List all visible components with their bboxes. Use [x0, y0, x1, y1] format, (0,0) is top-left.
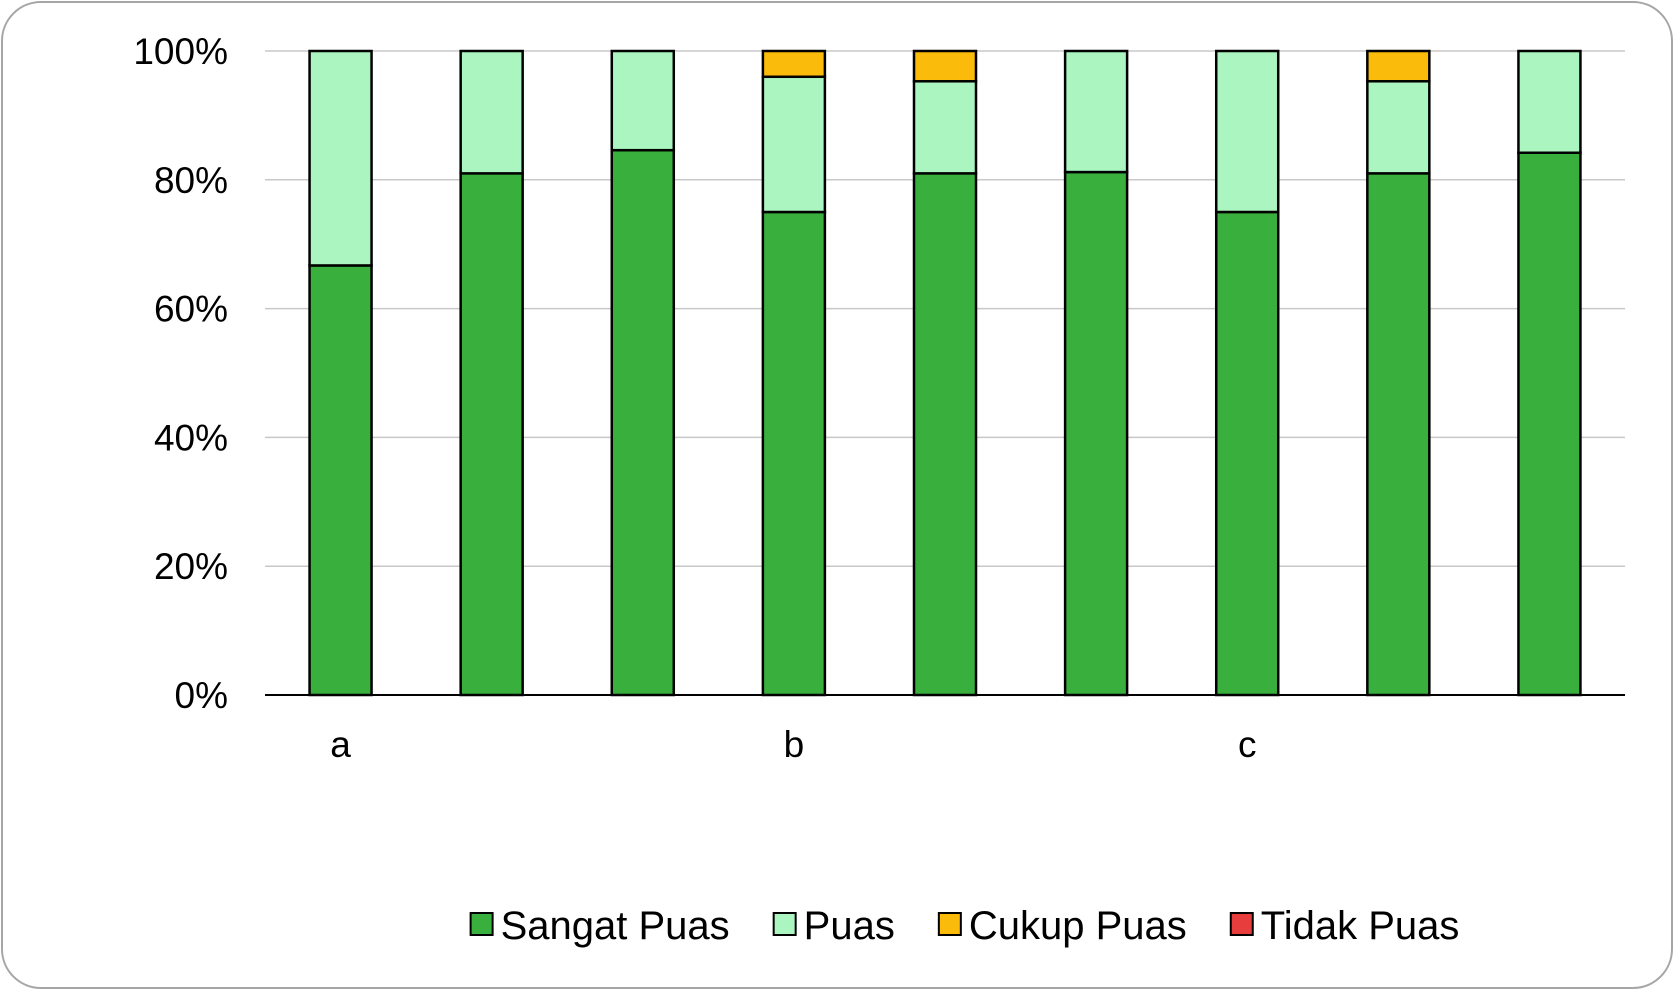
bar-segment-puas — [761, 75, 827, 214]
category-label: a — [330, 724, 351, 765]
bar-stack — [459, 49, 524, 697]
legend: Sangat Puas Puas Cukup Puas Tidak Puas — [469, 904, 1460, 948]
bar-stack — [761, 49, 827, 697]
bar-segment-cukup-puas — [761, 49, 827, 79]
bar-stack — [308, 49, 373, 697]
bar-segment-sangat-puas — [1214, 210, 1280, 697]
y-tick-label: 0% — [175, 675, 228, 716]
y-tick-label: 60% — [154, 289, 228, 330]
bar-segment-sangat-puas — [308, 264, 373, 697]
y-tick-label: 20% — [154, 546, 228, 587]
bar-segment-sangat-puas — [912, 172, 978, 697]
bar-stack — [1517, 49, 1582, 697]
legend-label: Sangat Puas — [501, 904, 730, 948]
bar-segment-puas — [459, 49, 524, 175]
bar-segment-cukup-puas — [1366, 49, 1431, 83]
bar-segment-puas — [1063, 49, 1129, 174]
y-tick-label: 80% — [154, 160, 228, 201]
legend-swatch — [772, 912, 797, 936]
bar-stack — [1214, 49, 1280, 697]
legend-item: Puas — [772, 904, 895, 948]
bar-segment-cukup-puas — [912, 49, 978, 83]
legend-swatch — [469, 912, 494, 936]
bar-segment-puas — [912, 80, 978, 175]
bar-segment-puas — [1517, 49, 1582, 155]
legend-item: Sangat Puas — [469, 904, 730, 948]
legend-swatch — [937, 912, 962, 936]
bars — [308, 49, 1582, 697]
bar-stack — [1063, 49, 1129, 697]
legend-item: Tidak Puas — [1229, 904, 1460, 948]
bar-segment-sangat-puas — [610, 148, 676, 697]
bar-segment-puas — [610, 49, 676, 152]
bar-segment-puas — [1214, 49, 1280, 214]
bar-stack — [1366, 49, 1431, 697]
bar-stack — [610, 49, 676, 697]
category-label: b — [784, 724, 805, 765]
legend-item: Cukup Puas — [937, 904, 1187, 948]
bar-segment-sangat-puas — [761, 210, 827, 697]
legend-label: Cukup Puas — [969, 904, 1187, 948]
bar-stack — [912, 49, 978, 697]
category-label: c — [1238, 724, 1257, 765]
category-labels: a b c — [330, 724, 1256, 765]
bar-segment-puas — [1366, 80, 1431, 175]
bar-segment-sangat-puas — [1063, 170, 1129, 697]
legend-swatch — [1229, 912, 1254, 936]
bar-segment-sangat-puas — [1366, 172, 1431, 697]
bar-segment-sangat-puas — [459, 172, 524, 697]
legend-label: Tidak Puas — [1261, 904, 1460, 948]
y-tick-label: 40% — [154, 417, 228, 458]
y-axis-tick-labels: 0% 20% 40% 60% 80% 100% — [133, 31, 228, 716]
bar-segment-puas — [308, 49, 373, 267]
y-tick-label: 100% — [133, 31, 228, 72]
bar-segment-sangat-puas — [1517, 151, 1582, 697]
legend-label: Puas — [804, 904, 895, 948]
